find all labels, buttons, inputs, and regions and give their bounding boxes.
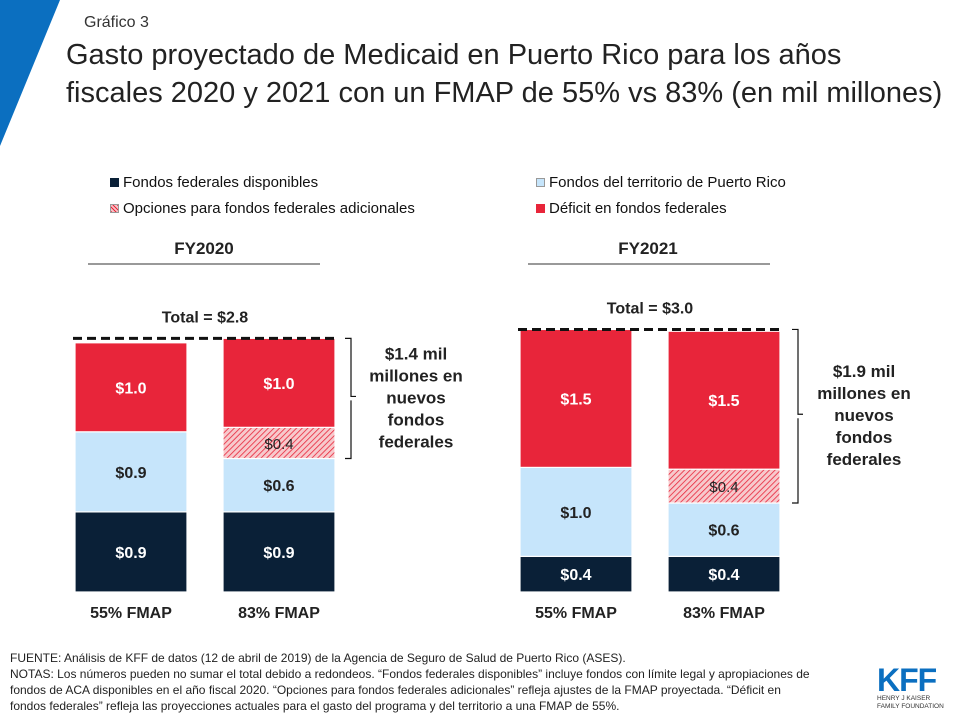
annotation-new-federal-funds: $1.9 mil millones en nuevos fondos federales bbox=[817, 362, 911, 469]
bar-segment-territory bbox=[667, 502, 781, 558]
kff-logo: KFF HENRY J KAISER FAMILY FOUNDATION bbox=[877, 662, 944, 710]
group-header-fy2020: FY2020 bbox=[174, 239, 234, 258]
bracket bbox=[792, 328, 803, 504]
category-label: 55% FMAP bbox=[90, 605, 172, 622]
legend-item-additional: Opciones para fondos federales adicional… bbox=[110, 200, 415, 217]
data-label-deficit: $1.5 bbox=[708, 393, 739, 410]
data-label-territory: $0.9 bbox=[115, 465, 146, 482]
footer: FUENTE: Análisis de KFF de datos (12 de … bbox=[10, 650, 810, 714]
legend-label-deficit: Déficit en fondos federales bbox=[549, 200, 727, 217]
notes: NOTAS: Los números pueden no sumar el to… bbox=[10, 667, 810, 713]
legend-swatch-federal bbox=[110, 178, 119, 187]
chart-title: Gasto proyectado de Medicaid en Puerto R… bbox=[66, 39, 943, 109]
stacked-bar-chart: FY2020 $0.9 $0.9 $1.0 55% FMAP $0.9 $0.6 $0.4 $1… bbox=[73, 239, 911, 622]
legend-item-territory: Fondos del territorio de Puerto Rico bbox=[536, 174, 786, 191]
data-label-federal: $0.9 bbox=[115, 545, 146, 562]
data-label-federal: $0.4 bbox=[708, 567, 739, 584]
bar-segment-deficit bbox=[667, 330, 781, 470]
bar-segment-federal bbox=[667, 555, 781, 593]
bar-fy2020-55 bbox=[74, 342, 188, 593]
bar-segment-federal bbox=[519, 555, 633, 593]
bracket bbox=[345, 337, 356, 460]
bar-segment-territory bbox=[519, 466, 633, 557]
data-label-territory: $0.6 bbox=[708, 523, 739, 540]
category-label: 55% FMAP bbox=[535, 605, 617, 622]
category-label: 83% FMAP bbox=[683, 605, 765, 622]
data-label-federal: $0.9 bbox=[263, 545, 294, 562]
bar-segment-territory bbox=[74, 431, 188, 513]
legend-swatch-additional bbox=[110, 204, 119, 213]
figure-label: Gráfico 3 bbox=[84, 14, 149, 31]
legend: Fondos federales disponibles Fondos del … bbox=[110, 174, 870, 224]
category-label: 83% FMAP bbox=[238, 605, 320, 622]
legend-label-additional: Opciones para fondos federales adicional… bbox=[123, 200, 415, 217]
bar-segment-federal bbox=[222, 511, 336, 593]
legend-swatch-deficit bbox=[536, 204, 545, 213]
legend-item-deficit: Déficit en fondos federales bbox=[536, 200, 727, 217]
annotation-new-federal-funds: $1.4 mil millones en nuevos fondos federales bbox=[369, 344, 463, 451]
data-label-federal: $0.4 bbox=[560, 567, 591, 584]
bar-segment-federal bbox=[74, 511, 188, 593]
legend-label-federal: Fondos federales disponibles bbox=[123, 174, 319, 191]
data-label-additional: $0.4 bbox=[709, 479, 738, 496]
data-label-deficit: $1.0 bbox=[263, 376, 294, 393]
kff-logo-line2: FAMILY FOUNDATION bbox=[877, 703, 944, 710]
legend-item-federal: Fondos federales disponibles bbox=[110, 174, 318, 191]
legend-swatch-territory bbox=[536, 178, 545, 187]
data-label-additional: $0.4 bbox=[264, 436, 293, 453]
group-header-fy2021: FY2021 bbox=[618, 239, 678, 258]
data-label-deficit: $1.0 bbox=[115, 380, 146, 397]
corner-accent bbox=[0, 0, 60, 146]
data-label-territory: $0.6 bbox=[263, 478, 294, 495]
bar-segment-deficit bbox=[222, 337, 336, 428]
bar-segment-deficit bbox=[519, 328, 633, 469]
bar-segment-additional bbox=[222, 426, 336, 460]
bar-segment-deficit bbox=[74, 342, 188, 433]
kff-logo-letters: KFF bbox=[877, 662, 937, 698]
bar-segment-additional bbox=[667, 468, 781, 504]
total-label: Total = $3.0 bbox=[607, 300, 694, 317]
bar-fy2020-83 bbox=[222, 337, 336, 593]
total-label: Total = $2.8 bbox=[162, 309, 249, 326]
data-label-territory: $1.0 bbox=[560, 505, 591, 522]
bar-fy2021-55 bbox=[519, 328, 633, 593]
bar-segment-territory bbox=[222, 457, 336, 513]
legend-label-territory: Fondos del territorio de Puerto Rico bbox=[549, 174, 786, 191]
kff-logo-line1: HENRY J KAISER bbox=[877, 695, 931, 702]
source-note: FUENTE: Análisis de KFF de datos (12 de … bbox=[10, 651, 626, 665]
data-label-deficit: $1.5 bbox=[560, 391, 591, 408]
bar-fy2021-83 bbox=[667, 330, 781, 593]
